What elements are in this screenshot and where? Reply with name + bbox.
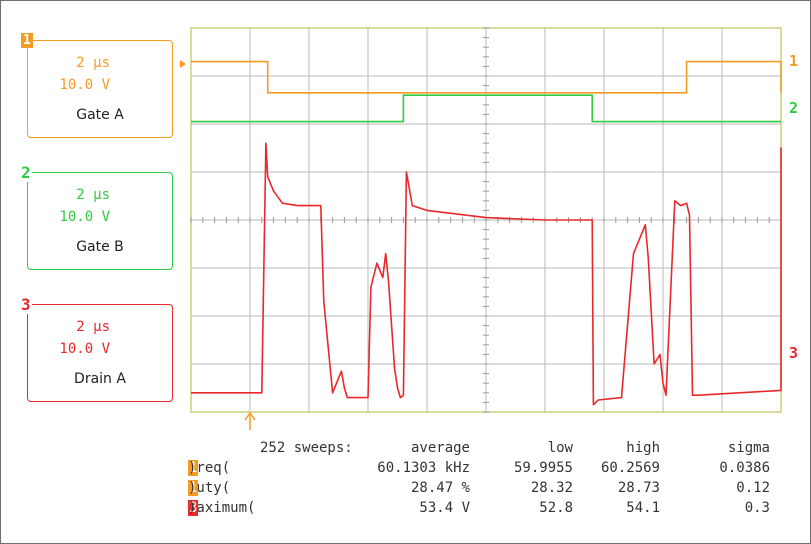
measurements-header: 252 sweeps: average low high sigma [180, 440, 800, 460]
measurement-label: Freq( [188, 460, 231, 476]
measurement-row: maximum(3) 53.4 V 52.8 54.1 0.3 [180, 500, 800, 520]
channel-3-time-div: 2 µs [76, 319, 110, 335]
measurement-row: Freq(1) 60.1303 kHz 59.9955 60.2569 0.03… [180, 460, 800, 480]
header-high: high [626, 440, 660, 456]
measurement-average: 28.47 % [410, 480, 470, 496]
channel-1-number: 1 [21, 33, 33, 48]
measurement-average: 53.4 V [419, 500, 470, 516]
sweep-count: 252 sweeps: [260, 440, 353, 456]
measurements-panel: 252 sweeps: average low high sigma Freq(… [180, 440, 800, 520]
trace-1 [191, 60, 782, 94]
measurement-label-close: ) [188, 480, 197, 496]
measurement-label-close: ) [188, 460, 197, 476]
trace-3-marker: 3 [789, 344, 798, 362]
measurement-low: 28.32 [530, 480, 573, 496]
trace-1-marker: 1 [789, 52, 798, 70]
measurement-average: 60.1303 kHz [377, 460, 470, 476]
measurement-sigma: 0.12 [736, 480, 770, 496]
channel-2-volt-div: 10.0 V [59, 209, 110, 225]
channel-3-volt-div: 10.0 V [59, 341, 110, 357]
header-low: low [547, 440, 573, 456]
measurement-channel: 1 [188, 460, 199, 476]
measurement-label-close: ) [188, 500, 197, 516]
header-average: average [410, 440, 470, 456]
measurement-sigma: 0.0386 [719, 460, 770, 476]
measurement-high: 28.73 [617, 480, 660, 496]
channel-1-volt-div: 10.0 V [59, 77, 110, 93]
channel-1-box[interactable]: 1 2 µs 10.0 V Gate A [21, 33, 173, 138]
channel-1-time-div: 2 µs [76, 55, 110, 71]
trace-2 [191, 94, 781, 123]
channel-3-number: 3 [20, 295, 32, 314]
measurement-channel: 3 [188, 500, 199, 516]
trigger-marker-icon [244, 411, 256, 430]
channel-2-number: 2 [20, 163, 32, 182]
channel-2-box[interactable]: 2 2 µs 10.0 V Gate B [20, 163, 173, 270]
channel-2-name: Gate B [76, 239, 124, 255]
measurement-row: duty(1) 28.47 % 28.32 28.73 0.12 [180, 480, 800, 500]
measurement-high: 54.1 [626, 500, 660, 516]
traces [191, 60, 782, 406]
channel-3-box[interactable]: 3 2 µs 10.0 V Drain A [20, 295, 173, 402]
header-sigma: sigma [727, 440, 770, 456]
trace-2-marker: 2 [789, 99, 798, 117]
measurement-high: 60.2569 [600, 460, 660, 476]
ground-marker-icon [180, 60, 186, 68]
measurement-sigma: 0.3 [744, 500, 770, 516]
channel-1-name: Gate A [76, 107, 124, 123]
trace-3 [191, 142, 782, 406]
measurement-low: 52.8 [539, 500, 573, 516]
measurement-low: 59.9955 [513, 460, 573, 476]
measurement-label: maximum( [188, 500, 256, 516]
measurement-label: duty( [188, 480, 231, 496]
channel-3-name: Drain A [74, 371, 126, 387]
channel-2-time-div: 2 µs [76, 187, 110, 203]
measurement-channel: 1 [188, 480, 199, 496]
